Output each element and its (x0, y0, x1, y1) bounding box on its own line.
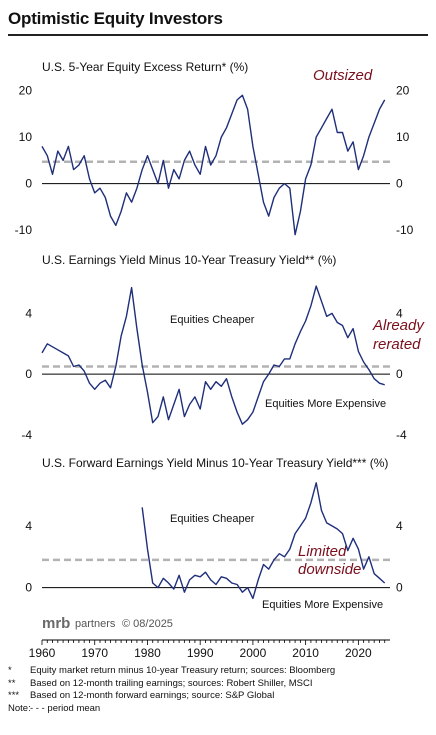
footnote-1-text: Equity market return minus 10-year Treas… (30, 665, 336, 676)
footnote-3-mark: *** (8, 690, 20, 701)
footnote-3-text: Based on 12-month forward earnings; sour… (30, 690, 275, 701)
panel-2-title: U.S. Earnings Yield Minus 10-Year Treasu… (42, 253, 336, 267)
y-tick-left: 10 (19, 130, 33, 144)
series-line (141, 482, 386, 600)
panel-forward-yield: U.S. Forward Earnings Yield Minus 10-Yea… (25, 456, 403, 611)
page-title: Optimistic Equity Investors (8, 9, 223, 28)
footnote-4: Note:- - - period mean (8, 703, 335, 716)
y-tick-right: -10 (396, 223, 414, 237)
y-tick-right: 0 (396, 581, 403, 595)
panel-1-plot: -10 -10 0 0 10 10 20 20 (15, 84, 414, 237)
panel-3-expensive-label: Equities More Expensive (262, 599, 383, 611)
callout-outsized: Outsized (313, 67, 373, 84)
y-tick-right: 4 (396, 519, 403, 533)
y-tick-left: -4 (21, 428, 32, 442)
y-tick-right: 10 (396, 130, 410, 144)
footnote-1-mark: * (8, 665, 12, 676)
x-axis: 1960 1970 1980 1990 2000 2010 2020 (29, 639, 390, 660)
x-tick-label: 1980 (134, 646, 161, 660)
panel-3-plot: 0 0 4 4 (25, 482, 403, 600)
y-tick-right: 20 (396, 84, 410, 98)
panel-2-plot: -4 -4 0 0 4 4 (21, 285, 407, 442)
footnotes: * Equity market return minus 10-year Trea… (8, 665, 335, 715)
panel-excess-return: U.S. 5-Year Equity Excess Return* (%) Ou… (15, 60, 414, 237)
footnote-2-text: Based on 12-month trailing earnings; sou… (30, 677, 313, 689)
panel-3-cheaper-label: Equities Cheaper (170, 513, 255, 525)
title-rule (8, 34, 428, 36)
panel-earnings-yield: U.S. Earnings Yield Minus 10-Year Treasu… (21, 253, 425, 442)
callout-limited: Limited (298, 543, 347, 560)
brand-copyright: © 08/2025 (122, 618, 173, 630)
series-line (41, 94, 386, 236)
x-tick-label: 2020 (345, 646, 372, 660)
x-tick-label: 2010 (292, 646, 319, 660)
panel-2-expensive-label: Equities More Expensive (265, 398, 386, 410)
brand-logo: mrb partners © 08/2025 (42, 615, 173, 632)
y-tick-right: -4 (396, 428, 407, 442)
y-tick-right: 4 (396, 306, 403, 320)
x-tick-label: 1990 (187, 646, 214, 660)
y-tick-right: 0 (396, 177, 403, 191)
y-tick-left: 0 (25, 581, 32, 595)
y-tick-right: 0 (396, 367, 403, 381)
y-tick-left: -10 (15, 223, 33, 237)
panel-3-title: U.S. Forward Earnings Yield Minus 10-Yea… (42, 456, 388, 470)
x-tick-label: 1960 (29, 646, 56, 660)
footnote-1: * Equity market return minus 10-year Trea… (8, 665, 335, 678)
footnote-4-text: - - - period mean (30, 702, 101, 714)
footnote-3: *** Based on 12-month forward earnings; s… (8, 690, 335, 703)
y-tick-left: 4 (25, 519, 32, 533)
footnote-2-mark: ** (8, 677, 16, 689)
footnote-2: ** Based on 12-month trailing earnings; s… (8, 678, 335, 691)
panel-1-title: U.S. 5-Year Equity Excess Return* (%) (42, 60, 248, 74)
brand-logo-text: mrb (42, 615, 70, 632)
x-tick-label: 1970 (81, 646, 108, 660)
y-tick-left: 4 (25, 306, 32, 320)
brand-name: partners (75, 618, 116, 630)
series-line (41, 285, 385, 425)
y-tick-left: 0 (25, 367, 32, 381)
x-tick-label: 2000 (240, 646, 267, 660)
callout-rerated: rerated (373, 336, 421, 353)
y-tick-left: 0 (25, 177, 32, 191)
panel-2-cheaper-label: Equities Cheaper (170, 314, 255, 326)
y-tick-left: 20 (19, 84, 33, 98)
callout-downside: downside (298, 561, 361, 578)
callout-already: Already (372, 317, 425, 334)
footnote-4-mark: Note: (8, 702, 31, 714)
